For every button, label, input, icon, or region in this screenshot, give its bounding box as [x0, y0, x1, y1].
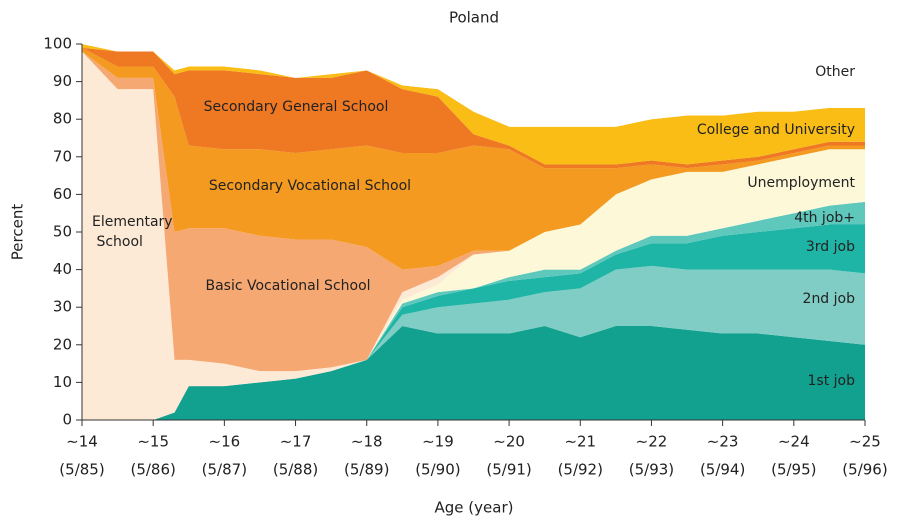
- area-label: Secondary Vocational School: [209, 178, 411, 194]
- area-label: Unemployment: [747, 175, 855, 191]
- x-tick-label: ∼16: [209, 433, 241, 451]
- area-label: 4th job+: [794, 210, 855, 226]
- area: [82, 326, 865, 420]
- x-tick-date: (5/85): [59, 461, 104, 479]
- x-tick-date: (5/87): [202, 461, 247, 479]
- x-tick-label: ∼21: [564, 433, 596, 451]
- area-label: 3rd job: [806, 239, 855, 255]
- x-tick-label: ∼18: [351, 433, 383, 451]
- area: [82, 47, 865, 169]
- y-tick-label: 70: [53, 147, 72, 165]
- x-tick-date: (5/86): [130, 461, 175, 479]
- y-tick-label: 30: [53, 298, 72, 316]
- x-tick-label: ∼19: [422, 433, 454, 451]
- x-tick-label: ∼17: [280, 433, 312, 451]
- x-tick-date: (5/91): [486, 461, 531, 479]
- x-tick-label: ∼20: [493, 433, 525, 451]
- y-axis-label: Percent: [9, 204, 27, 261]
- x-tick-date: (5/88): [273, 461, 318, 479]
- area-label: College and University: [697, 122, 855, 138]
- x-tick-label: ∼25: [849, 433, 881, 451]
- x-tick-date: (5/89): [344, 461, 389, 479]
- area: [82, 44, 865, 165]
- area: [82, 44, 865, 127]
- y-tick-label: 100: [43, 35, 72, 53]
- x-tick-date: (5/96): [842, 461, 887, 479]
- area-label: 1st job: [808, 373, 856, 389]
- area: [82, 51, 865, 421]
- area-label: Basic Vocational School: [205, 278, 370, 294]
- area-label: Elementary School: [92, 214, 173, 250]
- x-tick-date: (5/93): [629, 461, 674, 479]
- y-tick-label: 10: [53, 373, 72, 391]
- y-tick-label: 20: [53, 335, 72, 353]
- x-tick-label: ∼15: [137, 433, 169, 451]
- x-tick-date: (5/92): [558, 461, 603, 479]
- area: [82, 201, 865, 420]
- y-tick-label: 50: [53, 223, 72, 241]
- area: [82, 265, 865, 420]
- x-tick-label: ∼22: [636, 433, 668, 451]
- area-label: 2nd job: [803, 291, 856, 307]
- area-label: Secondary General School: [204, 99, 389, 115]
- chart-title: Poland: [449, 9, 499, 27]
- y-tick-label: 80: [53, 110, 72, 128]
- x-axis-label: Age (year): [435, 499, 514, 517]
- y-tick-label: 60: [53, 185, 72, 203]
- x-tick-label: ∼24: [778, 433, 810, 451]
- area: [82, 47, 865, 270]
- x-tick-date: (5/94): [700, 461, 745, 479]
- y-tick-label: 40: [53, 260, 72, 278]
- area: [82, 149, 865, 420]
- x-tick-label: ∼23: [707, 433, 739, 451]
- x-tick-date: (5/90): [415, 461, 460, 479]
- x-tick-date: (5/95): [771, 461, 816, 479]
- y-tick-label: 90: [53, 72, 72, 90]
- area-label: Other: [815, 64, 855, 80]
- area: [82, 224, 865, 420]
- x-tick-label: ∼14: [66, 433, 98, 451]
- area: [82, 51, 865, 372]
- y-tick-label: 0: [62, 411, 72, 429]
